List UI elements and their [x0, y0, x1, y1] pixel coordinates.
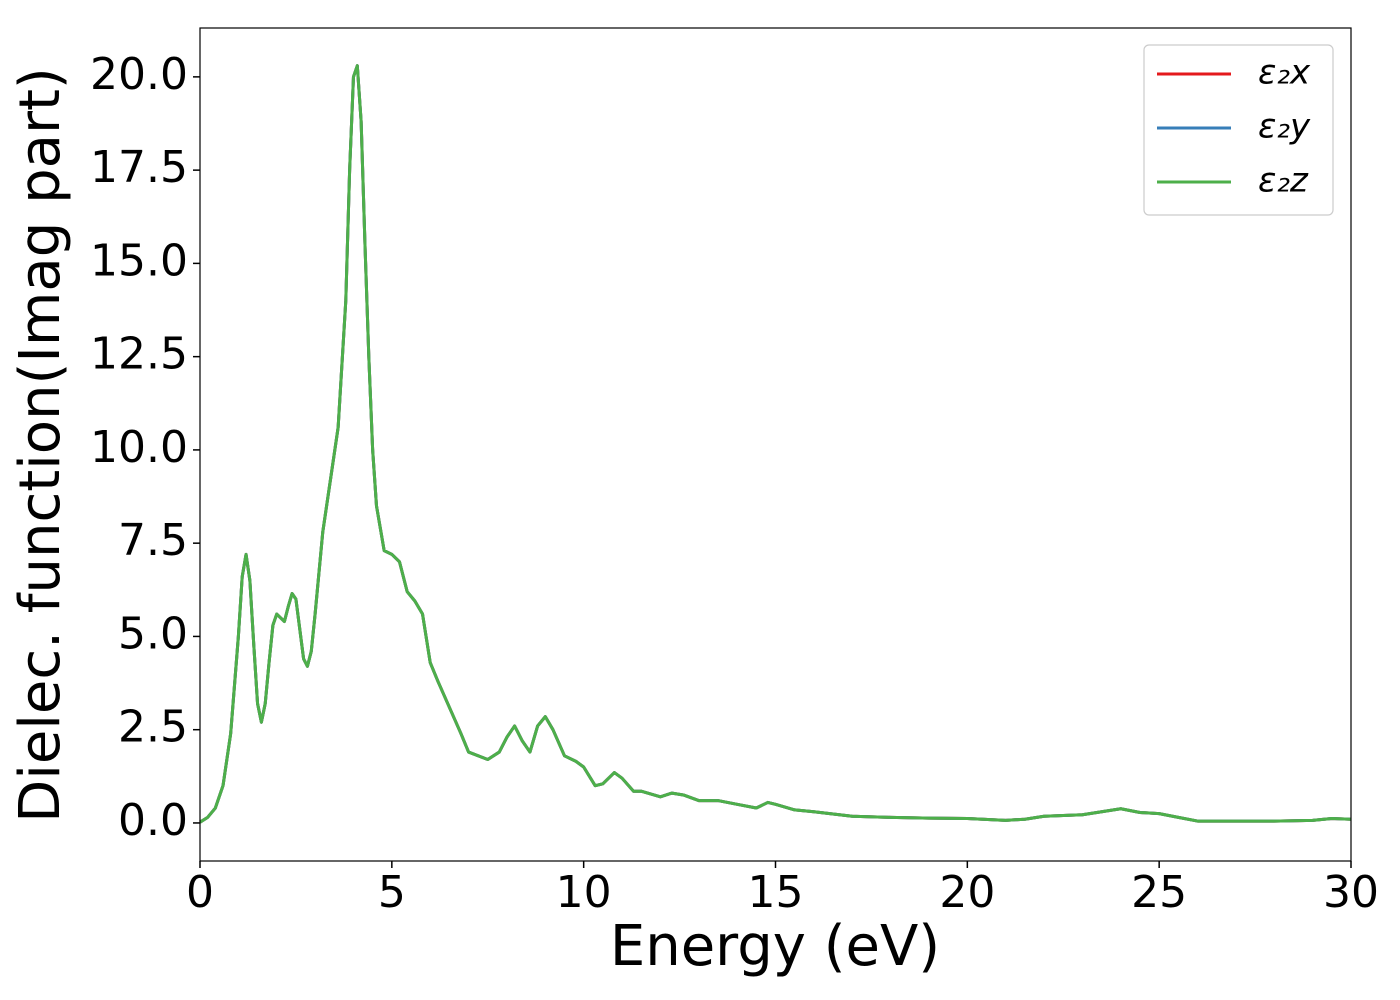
y-tick-label: 12.5 [90, 329, 188, 380]
legend-label: ε₂y [1258, 107, 1311, 147]
x-axis-label: Energy (eV) [610, 914, 940, 979]
y-tick-label: 10.0 [90, 422, 188, 473]
y-tick-label: 20.0 [90, 49, 188, 100]
x-tick-label: 5 [378, 867, 406, 918]
x-tick-label: 15 [748, 867, 804, 918]
x-tick-label: 30 [1323, 867, 1379, 918]
y-tick-label: 15.0 [90, 235, 188, 286]
y-tick-label: 17.5 [90, 142, 188, 193]
line [199, 64, 1352, 824]
y-tick-label: 2.5 [118, 702, 188, 753]
x-tick-label: 10 [556, 867, 612, 918]
x-tick-label: 25 [1131, 867, 1187, 918]
x-tick-label: 0 [186, 867, 214, 918]
y-tick-label: 5.0 [118, 608, 188, 659]
legend-label: ε₂x [1258, 53, 1311, 93]
legend-label: ε₂z [1258, 161, 1309, 201]
x-tick-label: 20 [939, 867, 995, 918]
y-tick-label: 7.5 [118, 515, 188, 566]
y-tick-label: 0.0 [118, 795, 188, 846]
y-axis-label: Dielec. function(Imag part) [8, 67, 73, 823]
plot-frame [199, 27, 1352, 862]
legend-box [1143, 44, 1334, 216]
